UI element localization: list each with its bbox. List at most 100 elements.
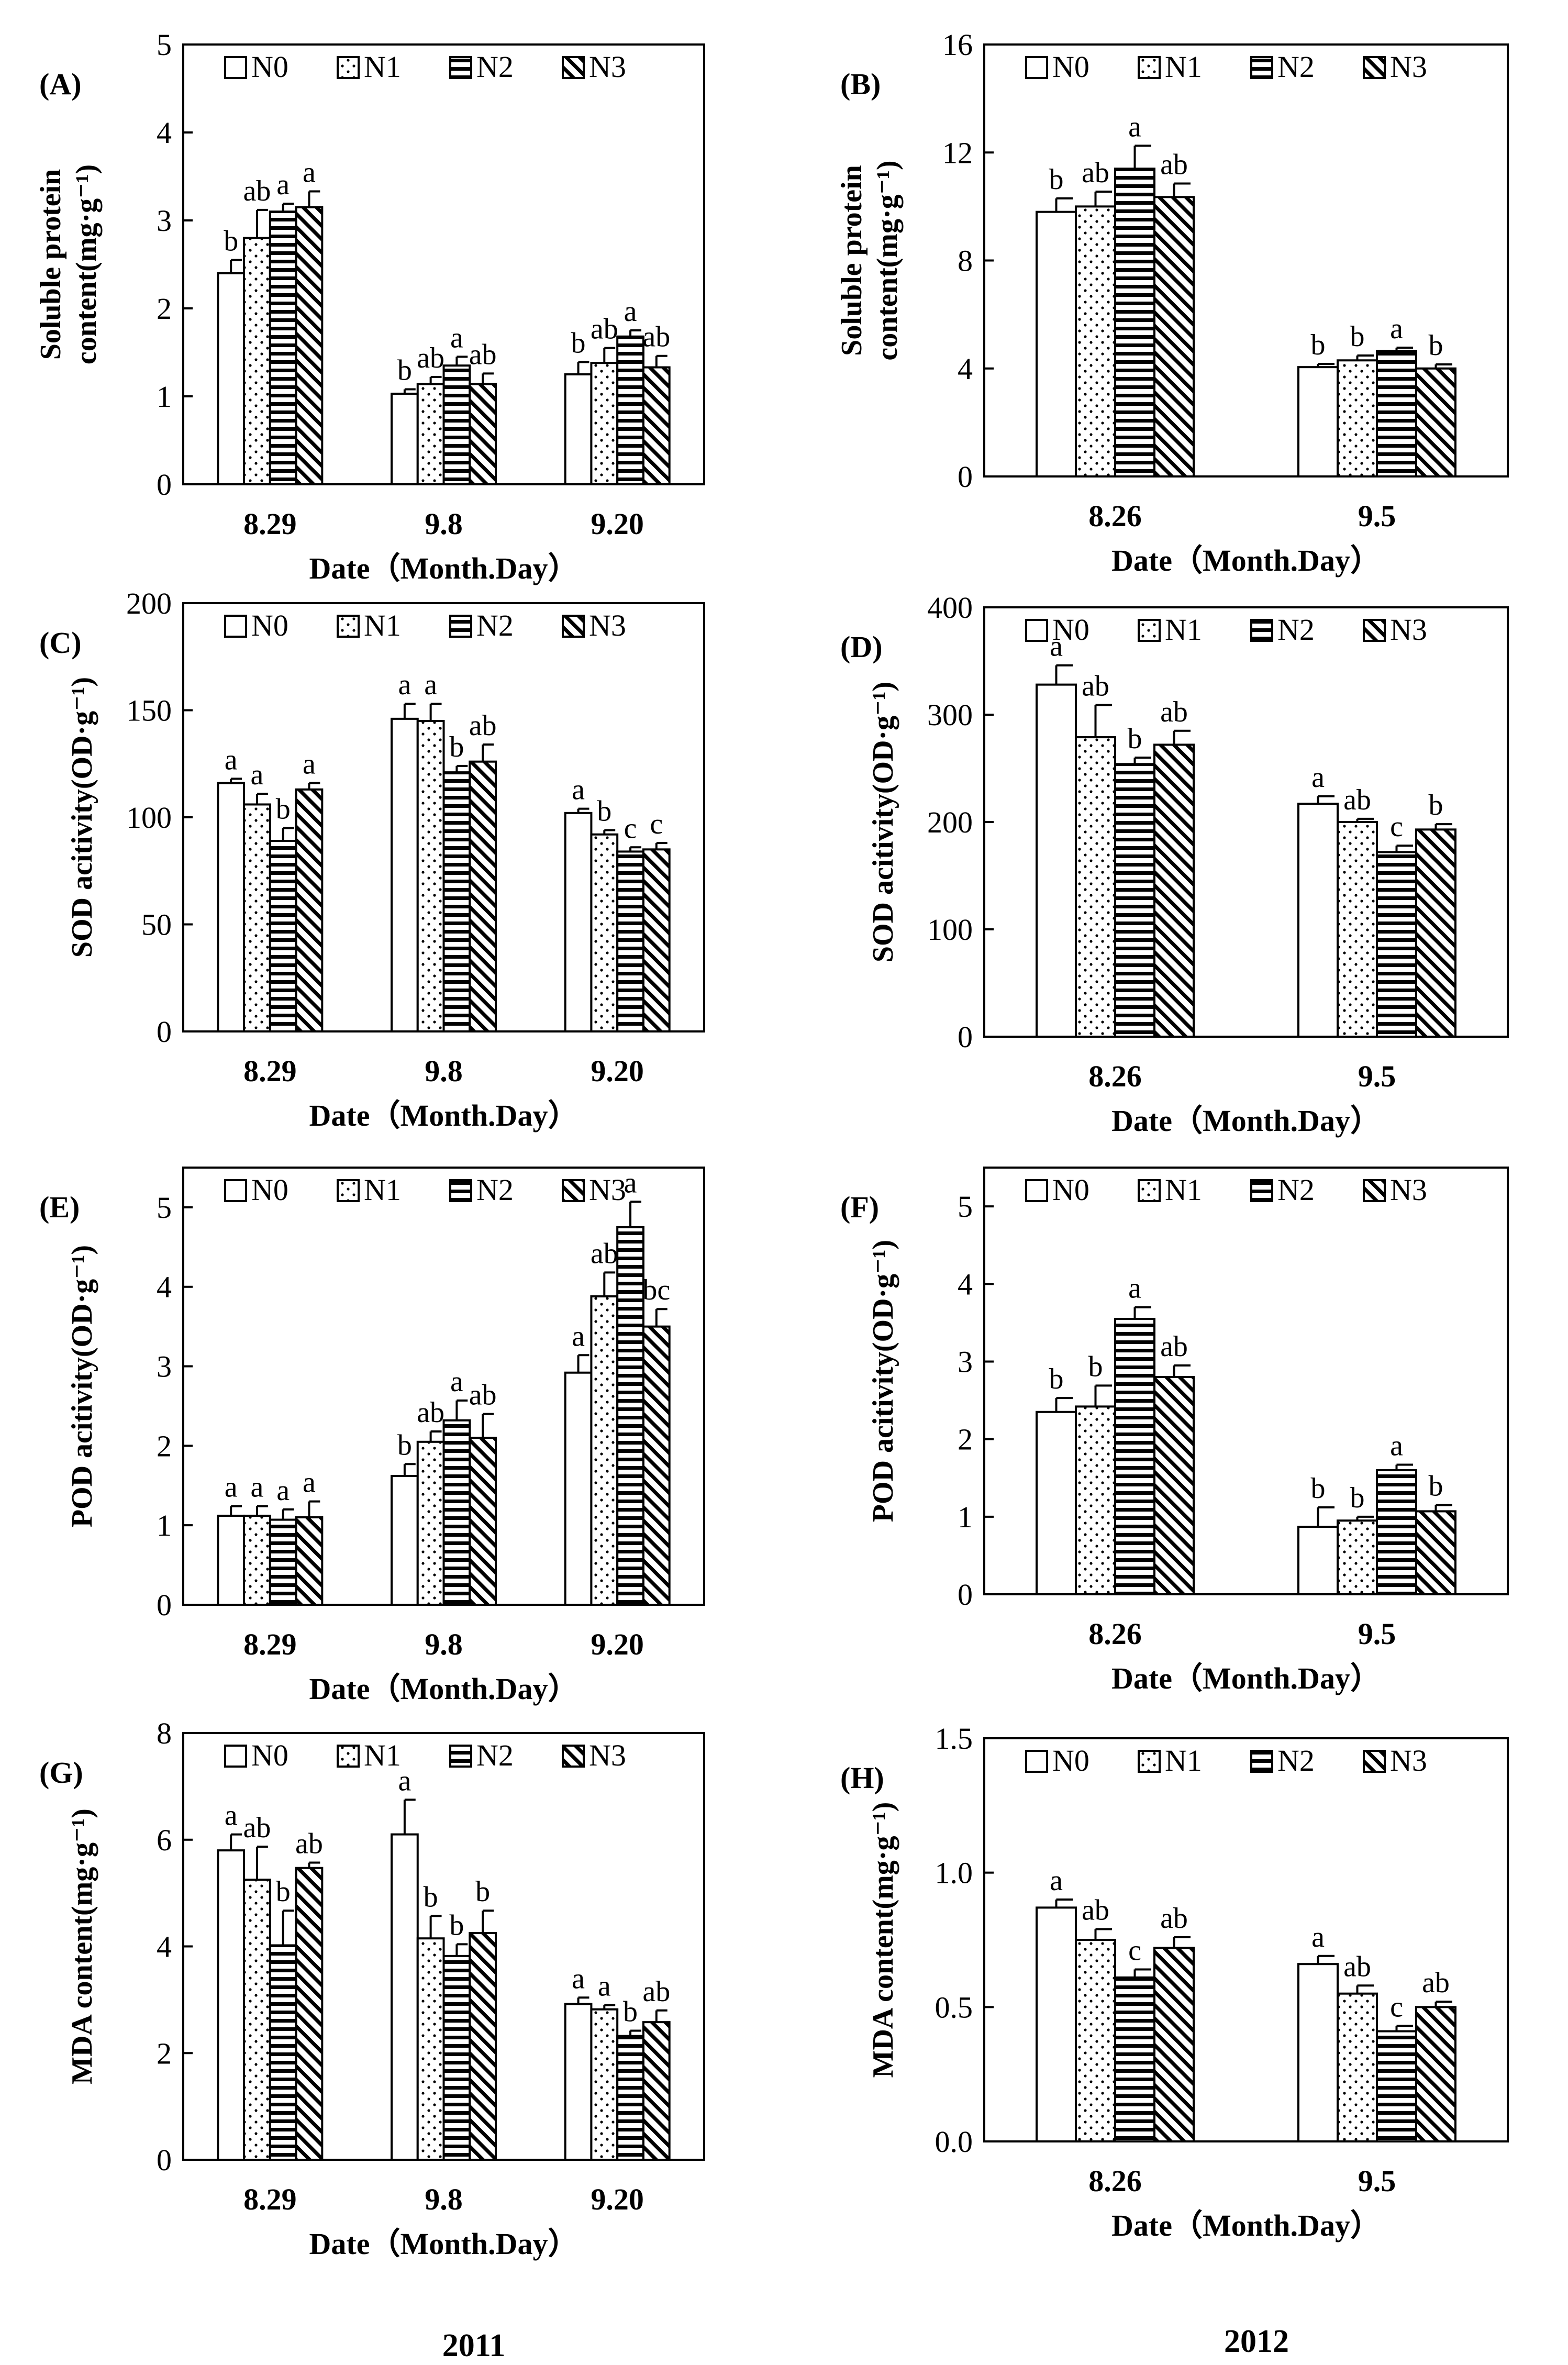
legend-swatch-n2 [449,615,472,638]
legend-swatch-n0 [1025,1179,1048,1202]
bar-n1 [243,237,271,485]
y-tick-label: 0 [157,2143,172,2177]
legend-label-n2: N2 [476,50,514,84]
significance-letter: a [303,1467,316,1499]
significance-letter: b [276,793,291,825]
significance-letter: b [224,225,238,258]
legend-label-n0: N0 [1052,613,1089,647]
legend-swatch-n2 [1250,1750,1273,1773]
panel-label: (G) [39,1756,83,1790]
significance-letter: a [398,1764,411,1797]
x-tick-label: 8.26 [1088,499,1142,533]
significance-letter: ab [1160,149,1188,181]
y-axis-label: MDA content(mg·g⁻¹) [66,1808,98,2084]
significance-letter: ab [1082,1894,1109,1926]
x-axis-label: Date（Month.Day） [1111,543,1381,578]
y-tick-label: 1 [157,1508,172,1542]
bar-n0 [391,1833,419,2161]
legend-swatch-n2 [449,1179,472,1202]
legend-swatch-n0 [1025,1750,1048,1773]
panel-b: 0 4 8 12 16 Soluble protein content(mg·g⁻¹) (B)… [836,28,1509,578]
significance-letter: c [1390,1991,1403,2023]
y-tick-label: 3 [157,1350,172,1384]
y-tick-label: 0 [157,1588,172,1622]
significance-letter: b [449,1909,464,1941]
significance-letter: a [450,1365,463,1398]
legend-swatch-n0 [224,615,247,638]
significance-letter: a [1050,630,1063,663]
legend-label-n1: N1 [1165,1173,1202,1207]
legend-swatch-n3 [562,56,585,79]
bar-n2 [1376,350,1417,478]
y-tick-label: 0 [157,1015,172,1049]
y-tick-label: 5 [157,28,172,62]
significance-letter: ab [469,1379,497,1412]
y-tick-label: 200 [126,586,172,620]
significance-letter: b [1350,320,1365,353]
legend-label-n0: N0 [251,1173,288,1207]
x-tick-label: 9.8 [425,2182,463,2216]
x-tick-label: 8.29 [243,1054,297,1088]
significance-letter: ab [591,313,618,346]
y-tick-label: 300 [927,698,973,732]
panel-label: (H) [840,1761,884,1795]
significance-letter: ab [417,342,444,374]
legend-swatch-n0 [1025,56,1048,79]
legend-swatch-n3 [1363,619,1386,642]
legend-label-n3: N3 [1390,1744,1427,1778]
bar-n2 [269,1518,297,1606]
x-tick-label: 9.8 [425,1054,463,1088]
x-tick-label: 9.5 [1358,1059,1396,1093]
legend-swatch-n0 [224,1179,247,1202]
x-tick-label: 9.20 [591,507,644,541]
bar-n2 [269,210,297,485]
legend-label-n2: N2 [476,1173,514,1207]
significance-letter: a [598,1970,611,2003]
panel-label: (F) [840,1190,879,1224]
significance-letter: bc [642,1274,670,1306]
bar-n3 [295,206,324,485]
significance-letter: b [1429,1470,1443,1503]
bar-n3 [469,760,497,1033]
significance-letter: c [1128,1934,1141,1967]
legend-label-n1: N1 [364,608,401,642]
legend-label-n0: N0 [1052,50,1089,84]
y-tick-label: 16 [942,28,973,62]
x-tick-label: 9.20 [591,1627,644,1661]
significance-letter: a [303,748,316,781]
bar-n3 [642,848,671,1032]
significance-letter: b [623,1995,638,2028]
significance-letter: ab [1160,696,1188,728]
y-tick-label: 2 [157,292,172,326]
x-axis-label: Date（Month.Day） [1111,2208,1381,2242]
significance-letter: a [225,743,238,776]
significance-letter: a [251,759,264,791]
bar-n1 [1075,1405,1116,1595]
legend-swatch-n0 [224,1745,247,1768]
legend-label-n3: N3 [1390,1173,1427,1207]
x-axis-label: Date（Month.Day） [309,551,579,585]
bar-n0 [1297,1526,1339,1595]
significance-letter: a [572,1962,585,1995]
significance-letter: b [475,1875,490,1908]
y-tick-label: 4 [157,1930,172,1964]
year-label-2011: 2011 [442,2328,506,2363]
legend-label-n0: N0 [251,1738,288,1772]
bar-n3 [295,1516,324,1606]
significance-letter: ab [1160,1330,1188,1363]
significance-letter: ab [1082,157,1109,189]
y-tick-label: 6 [157,1823,172,1857]
bar-n1 [1337,1519,1378,1596]
y-tick-label: 0.5 [935,1990,973,2024]
legend-label-n0: N0 [1052,1744,1089,1778]
significance-letter: ab [642,321,670,353]
bar-n3 [1153,1376,1195,1595]
significance-letter: ab [1343,1950,1371,1983]
significance-letter: a [276,169,290,201]
bar-n1 [590,1295,619,1606]
bar-n0 [391,1475,419,1606]
y-axis-label: MDA content(mg·g⁻¹) [867,1802,899,2078]
bar-n2 [1376,851,1417,1038]
